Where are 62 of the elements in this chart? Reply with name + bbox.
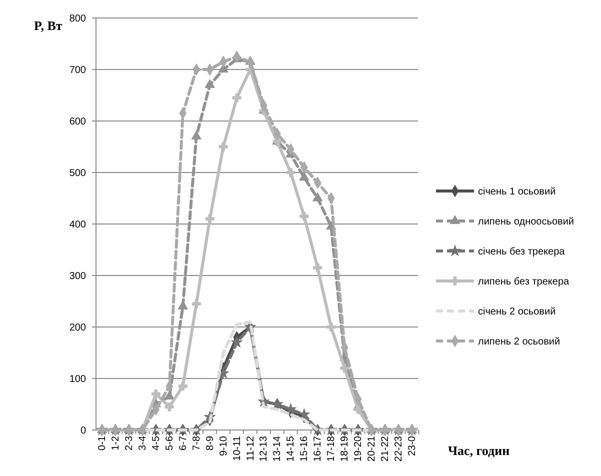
y-tick-label: 100	[69, 374, 86, 385]
point	[204, 79, 215, 88]
point	[340, 364, 350, 373]
point	[178, 382, 188, 391]
x-tick-label: 4-5	[150, 436, 162, 450]
point	[151, 389, 160, 398]
y-tick-label: 0	[80, 426, 86, 436]
x-tick-label: 2-3	[124, 436, 135, 450]
y-tick-label: 600	[69, 116, 86, 128]
legend-label: січень 2 осьовий	[478, 306, 556, 318]
legend-label: січень без трекера	[478, 246, 566, 258]
x-tick-label: 5-6	[164, 436, 176, 450]
y-tick-label: 800	[69, 14, 86, 24]
y-tick-label: 400	[69, 220, 86, 230]
point	[286, 168, 296, 177]
point	[178, 300, 188, 310]
y-tick-label: 300	[69, 271, 86, 282]
x-tick-label: 11-12	[245, 436, 256, 461]
x-tick-label: 10-11	[232, 436, 243, 461]
x-tick-label: 16-17	[312, 436, 324, 462]
y-tick-label: 500	[69, 168, 86, 179]
point	[354, 404, 363, 414]
point	[191, 130, 202, 140]
point	[300, 212, 309, 221]
point	[218, 142, 228, 152]
legend-label: січень 1 осьовий	[478, 186, 556, 198]
x-tick-label: 23-0	[407, 436, 418, 456]
point	[164, 402, 174, 412]
y-tick-label: 200	[69, 322, 86, 334]
x-tick-label: 12-13	[258, 436, 270, 462]
y-tick-label: 700	[69, 65, 86, 76]
x-tick-label: 13-14	[272, 436, 284, 462]
x-tick-label: 22-23	[394, 436, 405, 462]
x-tick-label: 1-2	[110, 436, 122, 450]
x-tick-label: 6-7	[178, 436, 189, 450]
point	[230, 336, 243, 348]
point	[312, 192, 323, 202]
x-tick-label: 18-19	[340, 436, 351, 462]
legend-label: липень одноосьовий	[478, 216, 574, 228]
x-tick-label: 15-16	[299, 436, 310, 462]
x-tick-label: 19-20	[353, 436, 364, 462]
x-tick-label: 8-9	[204, 436, 216, 450]
x-tick-label: 9-10	[218, 436, 230, 456]
point	[298, 408, 310, 420]
legend-label: липень без трекера	[478, 276, 570, 288]
x-tick-label: 0-1	[97, 436, 108, 450]
x-tick-label: 20-21	[366, 436, 378, 462]
point	[313, 263, 322, 272]
point	[326, 322, 336, 332]
x-axis-title: Час, годин	[448, 443, 510, 458]
point	[299, 172, 310, 181]
point	[164, 390, 174, 400]
legend-label: липень 2 осьовий	[478, 336, 560, 348]
point	[232, 93, 242, 102]
x-tick-label: 7-8	[191, 436, 202, 450]
y-axis-title: P, Вт	[34, 18, 63, 33]
x-tick-label: 21-22	[380, 436, 392, 462]
x-tick-label: 17-18	[326, 436, 338, 462]
point	[205, 214, 214, 224]
point	[192, 299, 201, 308]
x-tick-label: 3-4	[137, 436, 148, 450]
x-tick-label: 14-15	[286, 436, 297, 462]
